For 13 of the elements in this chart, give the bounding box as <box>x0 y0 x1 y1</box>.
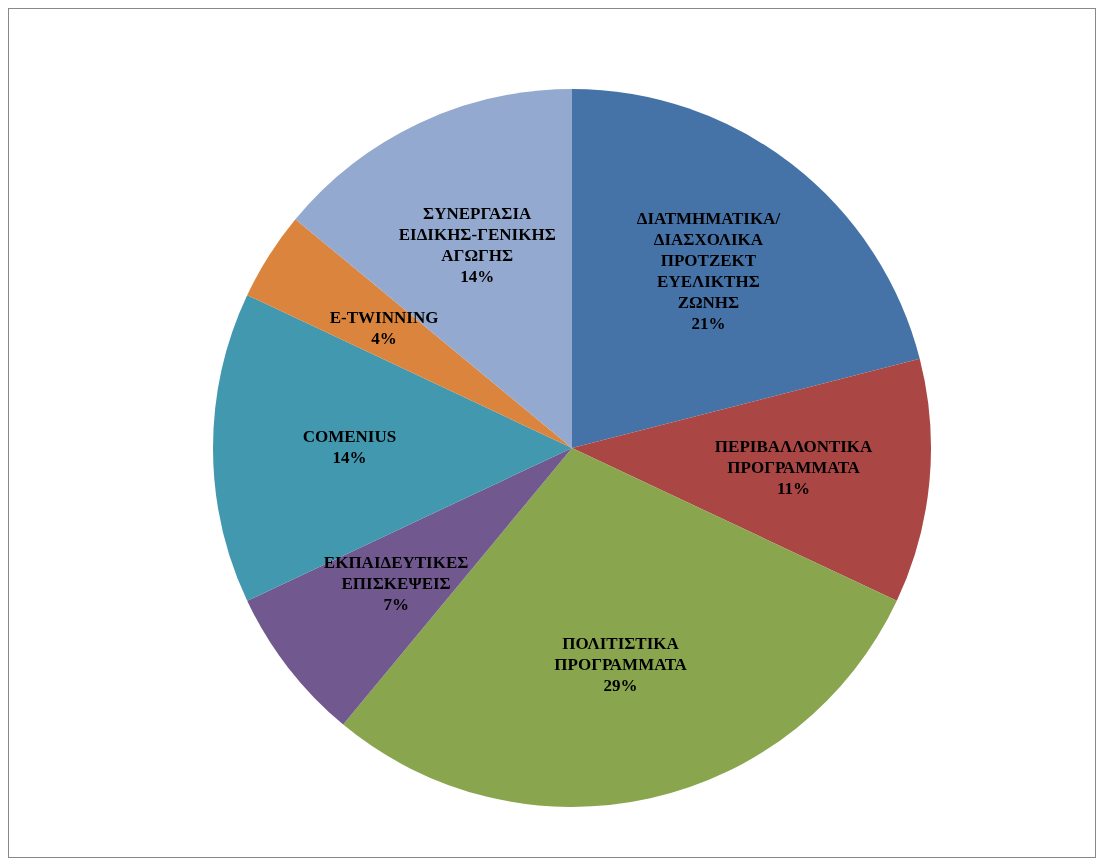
slice-label: COMENIUS <box>302 426 397 446</box>
slice-label: ΔΙΑΤΜΗΜΑΤΙΚΑ/ ΔΙΑΣΧΟΛΙΚΑ ΠΡΟΤΖΕΚΤ ΕΥΕΛΙΚΤΗΣ ΖΩΝΗΣ <box>636 209 781 313</box>
slice-label: ΠΕΡΙΒΑΛΛΟΝΤΙΚΑ ΠΡΟΓΡΑΜΜΑΤΑ <box>714 437 874 478</box>
data-label: 4% <box>371 328 397 348</box>
slice-label: ΠΟΛΙΤΙΣΤΙΚΑ ΠΡΟΓΡΑΜΜΑΤΑ <box>554 633 688 674</box>
data-label: 14% <box>460 267 495 287</box>
data-label: 21% <box>691 314 726 334</box>
slice-label: ΕΚΠΑΙΔΕΥΤΙΚΕΣ ΕΠΙΣΚΕΨΕΙΣ <box>323 552 469 593</box>
data-label: 7% <box>383 594 409 614</box>
slice-label: ΣΥΝΕΡΓΑΣΙΑ ΕΙΔΙΚΗΣ-ΓΕΝΙΚΗΣ ΑΓΩΓΗΣ <box>398 204 556 266</box>
data-label: 14% <box>332 447 367 467</box>
data-label: 11% <box>777 479 811 499</box>
data-label: 29% <box>603 675 638 695</box>
